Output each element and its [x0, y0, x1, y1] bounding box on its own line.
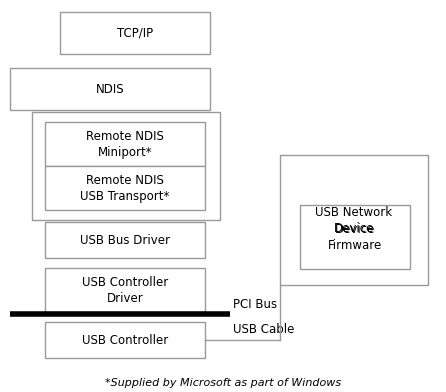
Text: USB Controller
Driver: USB Controller Driver	[82, 276, 168, 305]
Text: USB Cable: USB Cable	[233, 323, 294, 336]
Bar	[32, 112, 220, 220]
Text: NDIS: NDIS	[96, 82, 124, 96]
Bar	[45, 322, 205, 358]
Text: USB Controller: USB Controller	[82, 334, 168, 347]
Text: USB Network
Device: USB Network Device	[315, 205, 392, 234]
Text: Device
Firmware: Device Firmware	[328, 223, 382, 252]
Bar	[45, 222, 205, 258]
Text: Remote NDIS
Miniport*: Remote NDIS Miniport*	[86, 129, 164, 158]
Bar	[45, 122, 205, 166]
Bar	[45, 166, 205, 210]
Text: TCP/IP: TCP/IP	[117, 27, 153, 40]
Bar	[10, 68, 210, 110]
Text: Remote NDIS
USB Transport*: Remote NDIS USB Transport*	[80, 174, 169, 203]
Bar	[45, 268, 205, 312]
Text: *Supplied by Microsoft as part of Windows: *Supplied by Microsoft as part of Window…	[105, 378, 341, 388]
Bar	[280, 155, 428, 285]
Bar	[60, 12, 210, 54]
Bar	[300, 205, 410, 269]
Text: PCI Bus: PCI Bus	[233, 298, 277, 311]
Text: USB Bus Driver: USB Bus Driver	[80, 234, 170, 247]
